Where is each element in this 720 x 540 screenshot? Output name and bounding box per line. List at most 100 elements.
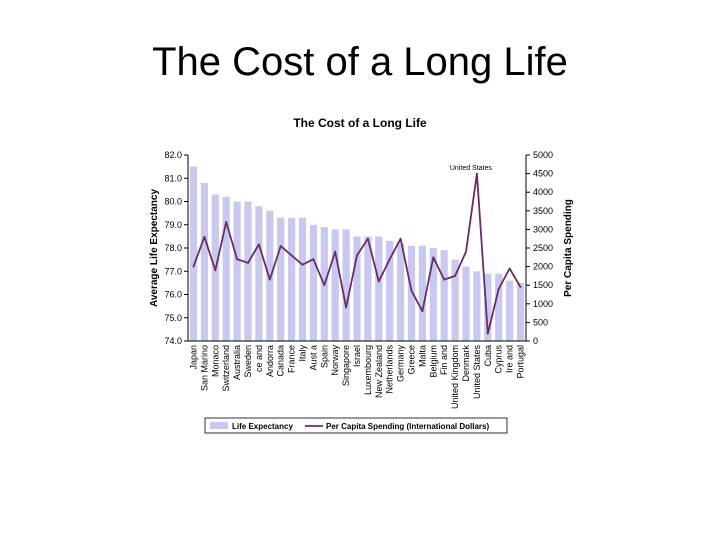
bar-ireland [506, 280, 514, 341]
spending-point [410, 289, 413, 292]
bar-austria [309, 224, 317, 342]
y-left-tick-label: 81.0 [164, 173, 182, 183]
slide-title: The Cost of a Long Life [152, 40, 568, 84]
spending-point [519, 286, 522, 288]
bar-san-marino [200, 182, 208, 341]
x-tick-label: Belgium [428, 345, 438, 378]
x-tick-label: Netherlands [385, 345, 395, 394]
y-left-tick-label: 76.0 [164, 290, 182, 300]
y-left-tick-label: 82.0 [164, 150, 182, 160]
spending-point [454, 275, 456, 277]
y-right-tick-label: 2000 [533, 262, 553, 272]
bar-norway [331, 229, 339, 341]
y-right-tick-label: 3500 [533, 206, 553, 216]
y-left-axis-title: Average Life Expectancy [149, 189, 160, 307]
spending-point [421, 310, 424, 313]
x-tick-label: Switzerland [221, 345, 231, 392]
bar-sweden [244, 201, 252, 341]
spending-point [356, 254, 358, 257]
y-right-tick-label: 5000 [533, 150, 553, 160]
y-right-tick-label: 4000 [533, 187, 553, 197]
spending-point [225, 221, 228, 223]
bar-denmark [462, 266, 470, 341]
y-left-tick-label: 79.0 [164, 220, 182, 230]
bar-cyprus [495, 273, 503, 341]
x-tick-label: Sweden [243, 345, 253, 378]
spending-point [476, 172, 478, 175]
spending-point [486, 332, 489, 335]
spending-point [203, 235, 206, 238]
spending-point [377, 280, 380, 283]
spending-point [323, 284, 326, 287]
spending-point [312, 258, 315, 261]
legend-label-spending: Per Capita Spending (International Dolla… [326, 422, 489, 431]
spending-point [247, 262, 249, 264]
y-left-tick-label: 74.0 [164, 336, 182, 346]
bar-united-states [473, 271, 481, 342]
spending-point [258, 243, 260, 246]
chart-title: The Cost of a Long Life [293, 116, 427, 130]
legend-swatch-life-expectancy [210, 422, 228, 429]
spending-point [268, 278, 271, 281]
x-tick-label: Portugal [516, 345, 526, 379]
x-tick-label: Singapore [341, 345, 351, 386]
bar-australia [233, 201, 241, 341]
bar-new-zealand [375, 236, 383, 341]
x-tick-label: United Kingdom [450, 345, 460, 409]
y-left-tick-label: 75.0 [164, 313, 182, 323]
x-tick-label: San Marino [199, 345, 209, 391]
x-tick-label: Fin and [439, 345, 449, 375]
x-tick-label: Spain [319, 345, 329, 368]
x-tick-label: Norway [330, 345, 340, 376]
x-tick-label: Cuba [483, 345, 493, 367]
spending-point [334, 250, 337, 253]
bar-canada [277, 217, 285, 341]
x-tick-label: Cyprus [494, 345, 504, 374]
spending-point [301, 263, 304, 266]
x-tick-label: Monaco [210, 345, 220, 377]
spending-point [399, 237, 402, 240]
x-tick-label: New Zealand [374, 345, 384, 398]
y-right-tick-label: 1500 [533, 280, 553, 290]
spending-point [214, 269, 217, 272]
bar-portugal [517, 282, 525, 341]
spending-point [279, 245, 282, 248]
bar-germany [397, 243, 405, 341]
spending-point [236, 258, 239, 261]
spending-point [432, 256, 435, 259]
bar-malta [418, 245, 426, 341]
x-tick-label: Japan [189, 345, 199, 370]
x-tick-label: Andorra [265, 345, 275, 377]
bar-finland [440, 250, 448, 341]
bar-united-kingdom [451, 259, 459, 341]
bar-japan [189, 166, 198, 341]
bar-france [288, 217, 296, 341]
x-tick-label: Italy [298, 345, 308, 362]
x-tick-label: Germany [396, 345, 406, 383]
bar-andorra [266, 210, 274, 341]
x-tick-label: United States [472, 345, 482, 400]
annotation-united-states: United States [450, 165, 493, 172]
bar-switzerland [222, 196, 230, 341]
y-left-tick-label: 78.0 [164, 243, 182, 253]
bar-israel [353, 236, 361, 341]
bar-greece [407, 245, 416, 341]
legend-label-life-expectancy: Life Expectancy [232, 422, 293, 431]
y-left-tick-label: 77.0 [164, 266, 182, 276]
bar-singapore [342, 229, 350, 341]
x-tick-label: Israel [352, 345, 362, 367]
y-right-tick-label: 500 [533, 317, 548, 327]
y-right-tick-label: 3000 [533, 224, 553, 234]
y-right-tick-label: 0 [533, 336, 538, 346]
spending-point [367, 237, 369, 240]
bar-cuba [484, 273, 492, 341]
y-left-tick-label: 80.0 [164, 197, 182, 207]
x-tick-label: Australia [232, 345, 242, 380]
bar-italy [298, 217, 307, 341]
spending-point [508, 267, 511, 270]
spending-point [443, 278, 446, 281]
x-tick-label: Canada [276, 345, 286, 377]
spending-point [465, 250, 467, 253]
legend-box [204, 417, 508, 434]
